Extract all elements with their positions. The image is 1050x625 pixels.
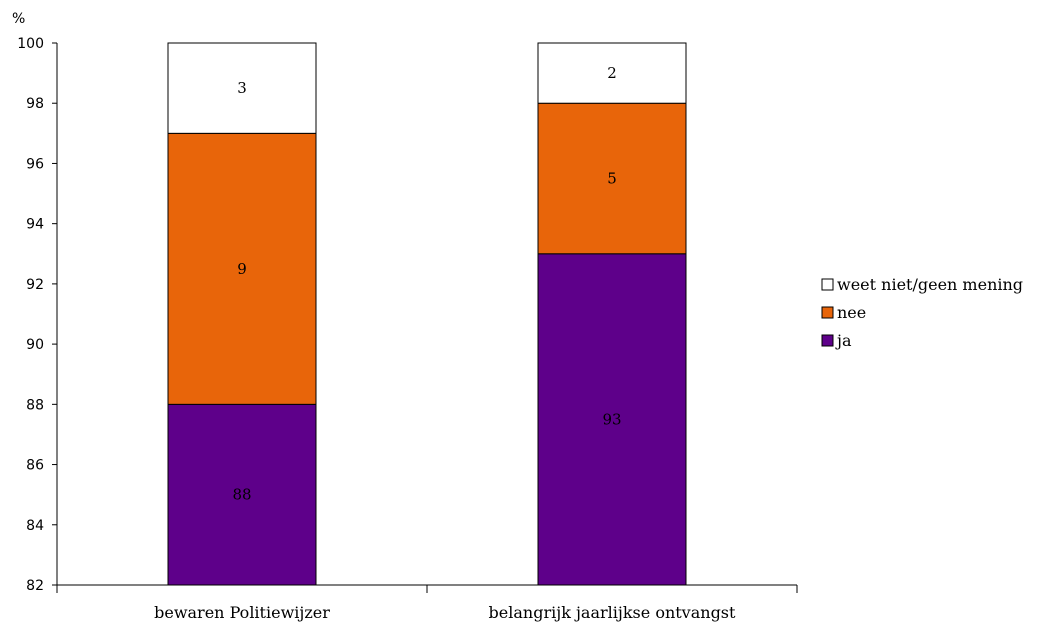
data-label: 2 [607,64,617,82]
data-label: 93 [602,410,621,428]
bars [167,42,687,586]
legend-label: nee [837,303,866,322]
y-tick-label: 88 [26,397,44,413]
legend-swatch [821,306,834,319]
bar-segment [537,42,687,104]
legend-swatch [821,278,834,291]
legend: weet niet/geen mening nee ja [821,275,1023,350]
bar-segment [167,42,317,134]
x-axis-ticks: bewaren Politiewijzer belangrijk jaarlijk… [56,585,798,622]
legend-label: ja [835,331,852,350]
data-label: 3 [237,79,247,97]
y-tick-label: 100 [17,36,44,52]
bar-segment [537,253,687,586]
y-axis-unit-label: % [12,11,25,27]
y-tick-label: 90 [26,337,44,353]
y-tick-label: 82 [26,578,44,594]
y-tick-label: 92 [26,277,44,293]
x-tick-label: belangrijk jaarlijkse ontvangst [489,603,736,622]
x-tick-label: bewaren Politiewijzer [154,603,330,622]
legend-swatch [821,334,834,347]
bar-segment [167,132,317,405]
data-label: 5 [607,170,617,188]
legend-label: weet niet/geen mening [837,275,1023,294]
y-tick-label: 96 [26,156,44,172]
data-label: 88 [232,486,251,504]
y-axis-ticks: 82 84 86 88 90 92 94 96 98 100 [17,36,57,594]
y-tick-label: 86 [26,458,44,474]
y-tick-label: 84 [26,518,44,534]
bar-segment [537,102,687,255]
data-label: 9 [237,260,247,278]
y-tick-label: 98 [26,96,44,112]
y-tick-label: 94 [26,217,44,233]
